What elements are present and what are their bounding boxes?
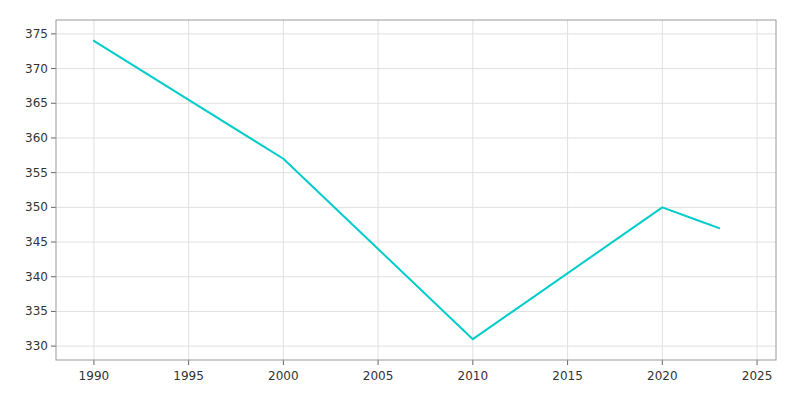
y-tick-label: 340 — [25, 270, 48, 284]
x-tick — [472, 360, 473, 365]
y-tick — [51, 346, 56, 347]
y-grid-line — [56, 33, 776, 34]
x-tick-label: 2015 — [552, 369, 583, 383]
chart: 1990 1995 2000 2005 2010 2015 2020 2025 330 335 34… — [0, 0, 800, 400]
y-tick — [51, 103, 56, 104]
x-grid-line — [188, 20, 189, 360]
y-tick-label: 360 — [25, 131, 48, 145]
x-grid-line — [662, 20, 663, 360]
y-tick — [51, 207, 56, 208]
y-grid-line — [56, 207, 776, 208]
y-tick-label: 330 — [25, 339, 48, 353]
x-grid-line — [472, 20, 473, 360]
line — [94, 41, 719, 339]
x-tick-label: 2025 — [742, 369, 773, 383]
y-tick — [51, 172, 56, 173]
y-tick — [51, 276, 56, 277]
y-tick-label: 365 — [25, 96, 48, 110]
y-tick — [51, 137, 56, 138]
y-tick-label: 345 — [25, 235, 48, 249]
y-grid-line — [56, 276, 776, 277]
x-tick — [757, 360, 758, 365]
y-grid-line — [56, 346, 776, 347]
x-grid-line — [378, 20, 379, 360]
y-tick-label: 370 — [25, 62, 48, 76]
x-tick-label: 2020 — [647, 369, 678, 383]
y-grid-line — [56, 172, 776, 173]
x-grid-line — [757, 20, 758, 360]
x-grid-line — [283, 20, 284, 360]
y-tick — [51, 242, 56, 243]
x-tick — [662, 360, 663, 365]
x-grid-line — [567, 20, 568, 360]
y-grid-line — [56, 242, 776, 243]
x-tick — [283, 360, 284, 365]
x-tick — [378, 360, 379, 365]
y-tick — [51, 68, 56, 69]
y-grid-line — [56, 68, 776, 69]
grid — [56, 20, 776, 360]
plot-frame — [56, 20, 776, 360]
y-tick-label: 350 — [25, 200, 48, 214]
x-tick-label: 1990 — [79, 369, 110, 383]
y-grid-line — [56, 137, 776, 138]
x-tick — [188, 360, 189, 365]
y-grid-line — [56, 311, 776, 312]
axes: 1990 1995 2000 2005 2010 2015 2020 2025 330 335 34… — [25, 20, 776, 383]
data — [94, 41, 719, 339]
x-tick-label: 1995 — [173, 369, 204, 383]
y-grid-line — [56, 103, 776, 104]
y-tick — [51, 33, 56, 34]
x-grid-line — [93, 20, 94, 360]
x-tick-label: 2010 — [458, 369, 489, 383]
y-tick-label: 355 — [25, 166, 48, 180]
y-tick — [51, 311, 56, 312]
x-tick-label: 2000 — [268, 369, 299, 383]
x-tick — [567, 360, 568, 365]
y-tick-label: 335 — [25, 304, 48, 318]
x-tick — [93, 360, 94, 365]
x-tick-label: 2005 — [363, 369, 394, 383]
y-tick-label: 375 — [25, 27, 48, 41]
